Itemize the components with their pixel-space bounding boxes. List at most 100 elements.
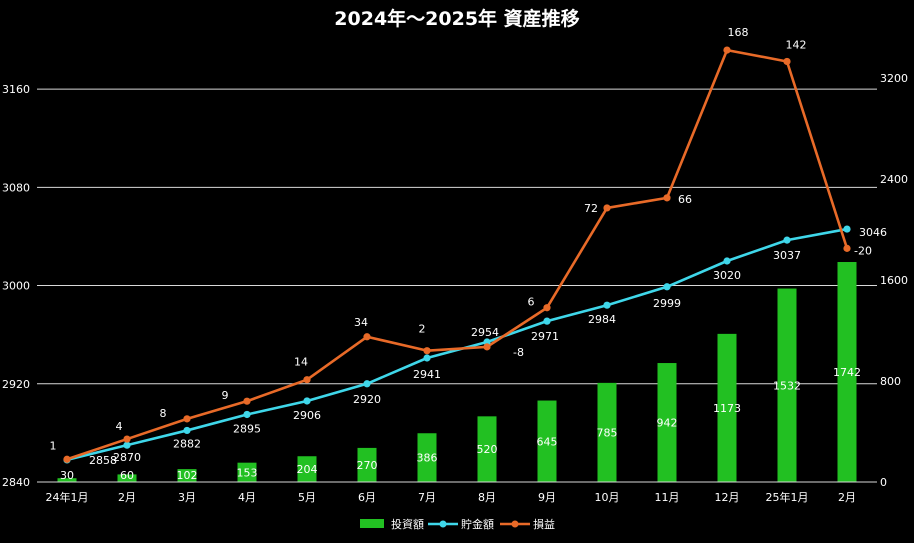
savings-data-label: 2920 [353,393,381,406]
profit-loss-data-label: 8 [160,407,167,420]
profit-loss-point [183,415,191,423]
profit-loss-data-label: 142 [786,38,807,51]
savings-data-label: 3020 [713,269,741,282]
x-tick-label: 24年1月 [46,490,89,504]
savings-point [423,354,431,362]
bar [357,447,377,482]
profit-loss-data-label: 14 [294,356,308,369]
x-tick-label: 4月 [238,491,256,504]
bar [417,433,437,482]
savings-point [303,397,311,405]
profit-loss-data-label: 1 [50,439,57,452]
savings-data-label: 2870 [113,451,141,464]
savings-data-label: 2954 [471,326,499,339]
savings-point [543,317,551,325]
bar [57,478,77,482]
y-left-tick-label: 2920 [2,378,30,391]
profit-loss-data-label: 4 [116,420,123,433]
bar [297,456,317,482]
profit-loss-data-label: 2 [419,323,426,336]
savings-point [843,225,851,233]
legend-swatch-bar [360,519,384,528]
bar [117,474,137,482]
profit-loss-data-label: 9 [222,389,229,402]
savings-data-label: 2971 [531,330,559,343]
savings-point [183,426,191,435]
profit-loss-point [243,397,251,405]
profit-loss-point [783,57,791,66]
savings-point [783,236,791,244]
x-tick-label: 5月 [298,491,316,504]
savings-data-label: 2858 [89,454,117,467]
y-left-tick-label: 2840 [2,476,30,489]
y-left-tick-label: 3080 [2,181,30,194]
profit-loss-data-label: 34 [354,316,368,329]
bar-data-label: 942 [657,417,678,430]
savings-point [723,257,731,265]
bar-data-label: 785 [597,426,618,439]
bar-labels: 30 60 102 153 204 270 386 520 645 785 942 1173 1532 1… [60,366,861,482]
profit-loss-point [483,343,491,351]
bar-data-label: 1532 [773,379,801,392]
bar-data-label: 102 [177,469,198,482]
bar [717,333,737,482]
profit-loss-point [423,347,431,355]
profit-loss-point [123,435,131,443]
profit-loss-data-label: 6 [528,296,535,309]
bar-data-label: 645 [537,435,558,448]
savings-data-label: 2895 [233,422,261,435]
profit-loss-data-label: 66 [678,193,692,206]
savings-point [123,441,131,449]
legend-label: 投資額 [391,517,424,531]
x-tick-label: 10月 [595,491,620,504]
bar [657,363,677,482]
x-tick-label: 3月 [178,491,196,504]
savings-data-label: 3037 [773,249,801,262]
bar [837,262,857,482]
y-right-tick-label: 1600 [880,274,908,287]
profit-loss-point [363,333,371,341]
profit-loss-point [63,455,71,463]
bar [237,462,257,482]
bar [177,469,197,482]
bar-data-label: 520 [477,443,498,456]
y-right-tick-label: 3200 [880,72,908,85]
profit-loss-point [603,204,611,212]
savings-point [603,301,611,309]
profit-loss-data-label: -8 [513,346,524,359]
bar [597,382,617,482]
profit-loss-point [303,376,311,384]
profit-loss-point [543,304,551,312]
bar-data-label: 153 [237,466,258,479]
bar-data-label: 386 [417,452,438,465]
y-left-tick-label: 3000 [2,280,30,293]
points [63,46,851,464]
x-tick-label: 8月 [478,491,496,504]
x-tick-label: 25年1月 [766,490,809,504]
axes: 2840 2920 3000 3080 3160 0 800 1600 2400 3200 24年1… [2,72,908,504]
savings-point [363,380,371,388]
savings-data-label: 2984 [588,313,616,326]
profit-loss-point [723,46,731,54]
x-tick-label: 9月 [538,491,556,504]
x-tick-label: 2月 [118,491,136,504]
legend-label: 損益 [533,517,555,531]
profit-loss-point [843,244,851,252]
savings-data-label: 2906 [293,409,321,422]
y-right-tick-label: 0 [880,476,887,489]
chart-title: 2024年～2025年 資産推移 [334,7,579,30]
bar-data-label: 1742 [833,366,861,379]
legend: 投資額 貯金額 損益 [360,517,555,531]
bar [477,416,497,482]
x-tick-label: 6月 [358,491,376,504]
profit-loss-point [663,194,671,202]
profit-loss-line [66,48,849,461]
legend-label: 貯金額 [461,517,494,531]
x-tick-label: 12月 [715,491,740,504]
savings-point [243,410,251,419]
bar-data-label: 1173 [713,402,741,415]
bar [537,400,557,482]
savings-data-label: 2999 [653,297,681,310]
